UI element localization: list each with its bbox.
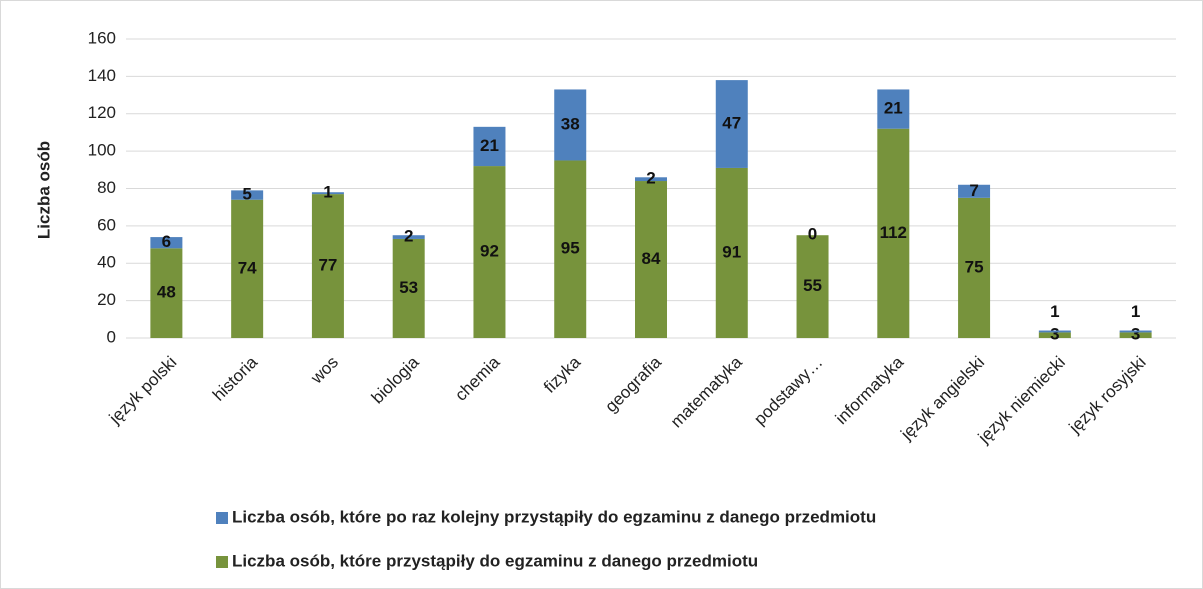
data-label: 95 bbox=[561, 239, 580, 258]
y-tick-label: 120 bbox=[88, 103, 116, 122]
bar-segment bbox=[311, 194, 344, 338]
legend-swatch bbox=[216, 512, 228, 524]
data-label: 6 bbox=[162, 232, 171, 251]
bar-segment bbox=[150, 237, 183, 249]
bar-segment bbox=[150, 248, 183, 338]
y-tick-label: 0 bbox=[107, 327, 116, 346]
bar-segment bbox=[473, 166, 506, 338]
bar-segment bbox=[554, 160, 587, 338]
y-tick-label: 160 bbox=[88, 28, 116, 47]
bar-segment bbox=[635, 177, 667, 182]
data-label: 21 bbox=[480, 136, 499, 155]
y-tick-label: 140 bbox=[88, 66, 116, 85]
data-label: 55 bbox=[803, 276, 822, 295]
data-label: 21 bbox=[884, 99, 903, 118]
data-label: 1 bbox=[1131, 302, 1140, 321]
bar-segment bbox=[311, 192, 344, 195]
data-label: 3 bbox=[1050, 325, 1059, 344]
bar-segment bbox=[231, 199, 264, 338]
data-label: 47 bbox=[722, 114, 741, 133]
legend-swatch bbox=[216, 556, 228, 568]
data-label: 38 bbox=[561, 114, 580, 133]
y-tick-label: 40 bbox=[97, 253, 116, 272]
data-label: 1 bbox=[1050, 302, 1059, 321]
bar-segment bbox=[877, 128, 910, 338]
bar-segment bbox=[715, 167, 748, 338]
bar-segment bbox=[1119, 332, 1152, 338]
bar-segment bbox=[1119, 330, 1152, 333]
bar-segment bbox=[635, 181, 667, 338]
data-label: 77 bbox=[318, 256, 337, 275]
bar-segment bbox=[877, 89, 910, 129]
y-tick-label: 20 bbox=[97, 290, 116, 309]
data-label: 1 bbox=[323, 183, 332, 202]
data-label: 112 bbox=[880, 223, 907, 242]
bar-segment bbox=[1038, 330, 1071, 333]
bar-segment bbox=[473, 126, 506, 167]
bar-segment bbox=[1038, 332, 1071, 338]
legend-label: Liczba osób, które przystąpiły do egzami… bbox=[232, 551, 758, 570]
bar-segment bbox=[554, 89, 587, 161]
data-label: 48 bbox=[157, 283, 176, 302]
data-label: 7 bbox=[969, 181, 978, 200]
data-label: 0 bbox=[808, 225, 817, 244]
bar-segment bbox=[392, 238, 425, 338]
data-label: 92 bbox=[480, 242, 499, 261]
bar-segment bbox=[958, 197, 991, 338]
bar-segment bbox=[958, 184, 991, 198]
bar-segment bbox=[715, 80, 748, 168]
data-label: 75 bbox=[965, 257, 984, 276]
y-tick-label: 60 bbox=[97, 215, 116, 234]
y-tick-label: 80 bbox=[97, 178, 116, 197]
data-label: 2 bbox=[646, 169, 655, 188]
bar-segment bbox=[796, 235, 829, 338]
data-label: 53 bbox=[399, 278, 418, 297]
data-label: 84 bbox=[642, 249, 661, 268]
data-label: 5 bbox=[242, 185, 251, 204]
data-label: 91 bbox=[722, 242, 741, 261]
data-label: 2 bbox=[404, 227, 413, 246]
bar-segment bbox=[392, 235, 425, 239]
data-label: 3 bbox=[1131, 325, 1140, 344]
y-axis-title: Liczba osób bbox=[34, 141, 53, 239]
data-label: 74 bbox=[238, 258, 257, 277]
y-tick-label: 100 bbox=[88, 141, 116, 160]
legend-label: Liczba osób, które po raz kolejny przyst… bbox=[232, 507, 876, 526]
bar-segment bbox=[231, 190, 264, 200]
